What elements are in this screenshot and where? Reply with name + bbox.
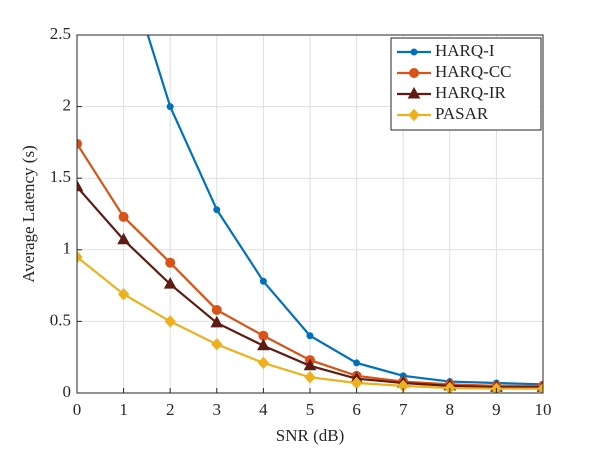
- legend-label: HARQ-CC: [435, 62, 512, 81]
- marker: [164, 315, 176, 328]
- ticks: 0 1 2 3 4 5 6 7 8 9 10 0 0.5 1 1.5 2 2.5: [50, 24, 552, 419]
- marker: [537, 382, 543, 393]
- marker: [211, 338, 223, 351]
- marker: [259, 277, 267, 285]
- y-tick-label: 0.5: [50, 310, 71, 329]
- marker: [117, 232, 130, 245]
- y-tick-label: 1: [63, 239, 72, 258]
- marker: [444, 381, 456, 393]
- marker: [410, 48, 418, 56]
- y-tick-label: 2: [63, 96, 72, 115]
- legend-label: HARQ-IR: [435, 83, 506, 102]
- x-tick-label: 9: [492, 400, 501, 419]
- marker: [257, 356, 270, 370]
- marker: [409, 68, 419, 78]
- marker: [165, 257, 176, 268]
- marker: [211, 304, 222, 315]
- marker: [304, 371, 316, 384]
- x-tick-label: 4: [259, 400, 268, 419]
- y-tick-label: 0: [63, 382, 72, 401]
- marker: [117, 287, 130, 301]
- marker: [118, 211, 129, 222]
- y-tick-label: 2.5: [50, 24, 71, 43]
- marker: [303, 358, 317, 371]
- marker: [306, 332, 314, 340]
- x-tick-label: 6: [352, 400, 361, 419]
- marker: [77, 138, 82, 149]
- marker: [353, 359, 361, 367]
- y-axis-label: Average Latency (s): [19, 145, 38, 283]
- x-tick-label: 7: [399, 400, 408, 419]
- marker: [77, 250, 83, 264]
- x-tick-label: 10: [535, 400, 552, 419]
- marker: [77, 179, 84, 192]
- x-tick-label: 0: [73, 400, 82, 419]
- marker: [163, 277, 177, 289]
- x-tick-label: 8: [446, 400, 455, 419]
- x-tick-label: 2: [166, 400, 175, 419]
- marker: [213, 206, 221, 214]
- marker: [257, 338, 270, 351]
- marker: [408, 108, 420, 122]
- x-tick-label: 1: [119, 400, 128, 419]
- marker: [210, 315, 224, 328]
- y-tick-label: 1.5: [50, 167, 71, 186]
- x-axis-label: SNR (dB): [276, 426, 344, 445]
- legend: HARQ-I HARQ-CC HARQ-IR PASAR: [390, 37, 542, 131]
- marker: [166, 103, 174, 111]
- legend-label: HARQ-I: [435, 41, 495, 60]
- marker: [407, 86, 421, 99]
- x-tick-label: 5: [306, 400, 315, 419]
- legend-label: PASAR: [435, 104, 489, 123]
- x-tick-label: 3: [213, 400, 222, 419]
